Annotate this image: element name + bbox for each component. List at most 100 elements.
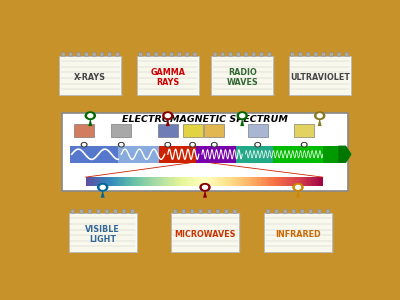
- Bar: [111, 124, 131, 137]
- Bar: [295, 177, 297, 186]
- Bar: [132, 177, 134, 186]
- Text: VISIBLE
LIGHT: VISIBLE LIGHT: [85, 225, 120, 244]
- Circle shape: [191, 143, 194, 146]
- Bar: [196, 177, 198, 186]
- Circle shape: [82, 143, 86, 146]
- Bar: [180, 177, 181, 186]
- Bar: [226, 177, 228, 186]
- Text: X-RAYS: X-RAYS: [74, 73, 106, 82]
- FancyBboxPatch shape: [268, 52, 271, 56]
- Bar: [279, 177, 280, 186]
- Bar: [298, 177, 299, 186]
- Bar: [254, 177, 255, 186]
- Bar: [272, 177, 273, 186]
- Bar: [280, 177, 282, 186]
- Bar: [223, 177, 224, 186]
- Bar: [111, 177, 112, 186]
- FancyBboxPatch shape: [146, 52, 150, 56]
- Bar: [276, 177, 278, 186]
- Bar: [212, 177, 214, 186]
- Bar: [102, 177, 104, 186]
- FancyBboxPatch shape: [70, 214, 138, 253]
- Bar: [98, 177, 99, 186]
- Bar: [293, 177, 294, 186]
- Bar: [178, 177, 179, 186]
- FancyBboxPatch shape: [199, 209, 202, 213]
- Bar: [120, 177, 122, 186]
- FancyBboxPatch shape: [154, 52, 158, 56]
- Bar: [275, 177, 277, 186]
- Polygon shape: [101, 190, 105, 198]
- Bar: [255, 177, 256, 186]
- Circle shape: [240, 114, 245, 118]
- Bar: [310, 177, 311, 186]
- FancyBboxPatch shape: [314, 52, 318, 56]
- Bar: [246, 177, 248, 186]
- Bar: [261, 177, 262, 186]
- Bar: [128, 177, 130, 186]
- Bar: [110, 177, 111, 186]
- FancyBboxPatch shape: [345, 52, 349, 56]
- FancyBboxPatch shape: [233, 209, 237, 213]
- Bar: [146, 177, 148, 186]
- Bar: [195, 177, 197, 186]
- Bar: [190, 177, 192, 186]
- FancyBboxPatch shape: [266, 214, 334, 253]
- FancyBboxPatch shape: [59, 56, 121, 95]
- Circle shape: [166, 143, 169, 146]
- Bar: [204, 177, 205, 186]
- FancyBboxPatch shape: [62, 113, 348, 191]
- Bar: [281, 177, 282, 186]
- FancyBboxPatch shape: [326, 209, 330, 213]
- Text: ULTRAVIOLET: ULTRAVIOLET: [290, 73, 350, 82]
- Bar: [294, 177, 296, 186]
- Polygon shape: [240, 118, 244, 126]
- FancyBboxPatch shape: [96, 209, 100, 213]
- Bar: [161, 177, 162, 186]
- FancyBboxPatch shape: [84, 52, 88, 56]
- Bar: [224, 177, 225, 186]
- Bar: [134, 177, 136, 186]
- FancyBboxPatch shape: [61, 57, 123, 96]
- Bar: [249, 177, 250, 186]
- Bar: [90, 177, 92, 186]
- FancyBboxPatch shape: [182, 209, 186, 213]
- Bar: [204, 124, 224, 137]
- FancyBboxPatch shape: [300, 209, 304, 213]
- Bar: [312, 177, 314, 186]
- Bar: [237, 177, 238, 186]
- Bar: [269, 177, 271, 186]
- Bar: [292, 177, 293, 186]
- Bar: [122, 177, 123, 186]
- FancyBboxPatch shape: [244, 52, 248, 56]
- Bar: [176, 177, 178, 186]
- FancyBboxPatch shape: [131, 209, 134, 213]
- Bar: [274, 177, 276, 186]
- Bar: [119, 177, 120, 186]
- Circle shape: [315, 112, 325, 119]
- Bar: [214, 177, 216, 186]
- FancyBboxPatch shape: [105, 209, 109, 213]
- Circle shape: [165, 142, 170, 147]
- Bar: [305, 177, 306, 186]
- Bar: [225, 177, 226, 186]
- FancyBboxPatch shape: [236, 52, 240, 56]
- Bar: [148, 177, 149, 186]
- Bar: [262, 177, 264, 186]
- FancyBboxPatch shape: [88, 209, 92, 213]
- Circle shape: [256, 143, 259, 146]
- Bar: [164, 177, 166, 186]
- FancyBboxPatch shape: [318, 209, 321, 213]
- Bar: [205, 177, 206, 186]
- FancyBboxPatch shape: [229, 52, 232, 56]
- Bar: [158, 146, 196, 163]
- Bar: [299, 177, 300, 186]
- FancyArrow shape: [338, 146, 352, 163]
- Bar: [199, 177, 200, 186]
- FancyBboxPatch shape: [208, 209, 211, 213]
- Bar: [107, 177, 109, 186]
- Bar: [168, 177, 169, 186]
- Bar: [264, 177, 266, 186]
- FancyBboxPatch shape: [69, 52, 73, 56]
- Bar: [192, 177, 193, 186]
